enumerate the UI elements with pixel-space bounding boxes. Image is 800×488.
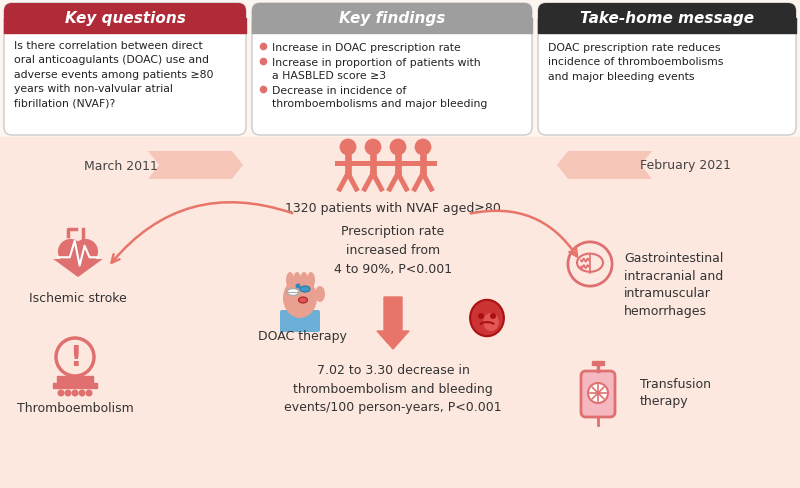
FancyBboxPatch shape <box>280 310 320 332</box>
Text: Increase in DOAC prescription rate: Increase in DOAC prescription rate <box>272 43 461 53</box>
Text: Prescription rate
increased from
4 to 90%, P<0.001: Prescription rate increased from 4 to 90… <box>334 224 452 275</box>
Text: Take-home message: Take-home message <box>580 12 754 26</box>
Ellipse shape <box>287 289 299 296</box>
Ellipse shape <box>315 286 325 303</box>
Text: Decrease in incidence of
thromboembolisms and major bleeding: Decrease in incidence of thromboembolism… <box>272 86 487 109</box>
Text: DOAC therapy: DOAC therapy <box>258 329 346 342</box>
Bar <box>252 19 532 34</box>
Ellipse shape <box>283 279 317 318</box>
Text: February 2021: February 2021 <box>639 159 730 172</box>
Ellipse shape <box>300 272 308 288</box>
Polygon shape <box>54 260 102 278</box>
Circle shape <box>78 390 86 397</box>
Text: Thromboembolism: Thromboembolism <box>17 401 134 414</box>
Ellipse shape <box>307 272 315 288</box>
Bar <box>0 138 800 488</box>
Bar <box>4 19 246 34</box>
Ellipse shape <box>298 297 307 304</box>
FancyBboxPatch shape <box>252 4 532 136</box>
Text: Increase in proportion of patients with
a HASBLED score ≥3: Increase in proportion of patients with … <box>272 58 481 81</box>
Polygon shape <box>557 152 652 180</box>
Circle shape <box>390 139 406 156</box>
Ellipse shape <box>483 313 499 331</box>
Text: 7.02 to 3.30 decrease in
thromboembolism and bleeding
events/100 person-years, P: 7.02 to 3.30 decrease in thromboembolism… <box>284 363 502 413</box>
Circle shape <box>478 313 484 319</box>
Text: Transfusion
therapy: Transfusion therapy <box>640 377 711 407</box>
Bar <box>57 376 93 383</box>
FancyArrow shape <box>377 297 409 349</box>
Circle shape <box>295 284 301 289</box>
Circle shape <box>490 313 496 319</box>
Text: DOAC prescription rate reduces
incidence of thromboembolisms
and major bleeding : DOAC prescription rate reduces incidence… <box>548 43 723 81</box>
Circle shape <box>86 390 93 397</box>
Text: 1320 patients with NVAF aged≥80: 1320 patients with NVAF aged≥80 <box>285 202 501 215</box>
Bar <box>53 383 97 388</box>
FancyBboxPatch shape <box>4 4 246 136</box>
Ellipse shape <box>470 300 504 337</box>
FancyBboxPatch shape <box>4 4 246 34</box>
Ellipse shape <box>293 272 301 288</box>
FancyBboxPatch shape <box>538 4 796 34</box>
Ellipse shape <box>300 286 310 292</box>
Text: Ischemic stroke: Ischemic stroke <box>29 291 127 305</box>
Text: Key questions: Key questions <box>65 12 186 26</box>
Circle shape <box>414 139 431 156</box>
Circle shape <box>365 139 382 156</box>
Text: Is there correlation between direct
oral anticoagulants (DOAC) use and
adverse e: Is there correlation between direct oral… <box>14 41 214 108</box>
Bar <box>592 361 604 365</box>
Text: March 2011: March 2011 <box>84 159 158 172</box>
Circle shape <box>71 390 78 397</box>
FancyBboxPatch shape <box>538 4 796 136</box>
Polygon shape <box>148 152 243 180</box>
Text: Gastrointestinal
intracranial and
intramuscular
hemorrhages: Gastrointestinal intracranial and intram… <box>624 251 723 317</box>
Circle shape <box>340 139 357 156</box>
FancyBboxPatch shape <box>252 4 532 34</box>
Text: !: ! <box>69 343 82 371</box>
FancyBboxPatch shape <box>581 371 615 417</box>
Ellipse shape <box>286 272 294 288</box>
Circle shape <box>73 240 98 264</box>
Circle shape <box>65 390 71 397</box>
Bar <box>538 19 796 34</box>
Circle shape <box>58 390 65 397</box>
Circle shape <box>588 383 608 403</box>
Text: Key findings: Key findings <box>339 12 445 26</box>
Circle shape <box>58 240 83 264</box>
